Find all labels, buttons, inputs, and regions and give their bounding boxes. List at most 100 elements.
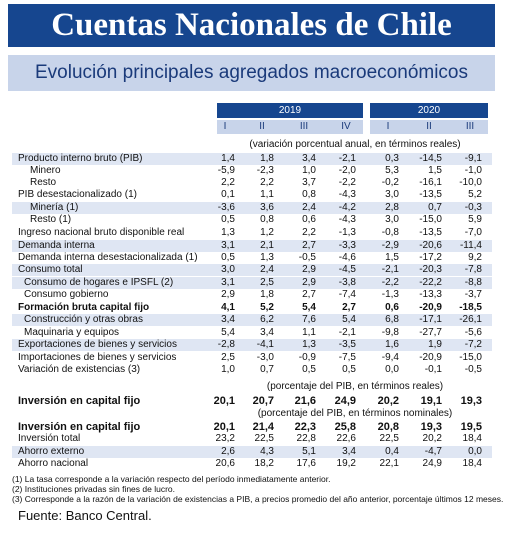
row-label: Ahorro nacional (18, 458, 89, 469)
row-label: Construcción y otras obras (24, 314, 143, 325)
table-cell: 3,1 (221, 277, 235, 288)
table-cell: -2,8 (217, 339, 235, 350)
table-row: Variación de existencias (3) 1,0 0,7 0,5 0,5… (12, 364, 492, 376)
table-cell: 0,5 (221, 214, 235, 225)
table-cell: 19,2 (336, 458, 356, 469)
table-cell: 5,4 (302, 302, 316, 313)
table-cell: 2,7 (342, 302, 356, 313)
table-cell: -9,4 (381, 352, 399, 363)
table-cell: 1,1 (302, 327, 316, 338)
table-cell: 0,8 (260, 214, 274, 225)
table-cell: -1,3 (338, 227, 356, 238)
table-cell: 0,1 (221, 189, 235, 200)
row-label: Demanda interna desestacionalizada (1) (18, 252, 198, 263)
table-cell: -2,2 (381, 277, 399, 288)
table-cell: 5,4 (342, 314, 356, 325)
table-cell: -4,1 (256, 339, 274, 350)
table-row: Exportaciones de bienes y servicios -2,8 -… (12, 339, 492, 351)
table-cell: 20,7 (252, 395, 274, 407)
table-cell: -3,7 (464, 289, 482, 300)
table-cell: -17,2 (419, 252, 442, 263)
table-row: Minería (1) -3,6 3,6 2,4 -4,2 2,8 0,7 -0,3 (12, 202, 492, 214)
table-cell: 3,7 (302, 177, 316, 188)
table-cell: -2,3 (256, 165, 274, 176)
table-row: Construcción y otras obras 3,4 6,2 7,6 5,4 6,… (12, 314, 492, 326)
table-cell: 24,9 (334, 395, 356, 407)
table-cell: -18,5 (459, 302, 482, 313)
page-subtitle: Evolución principales agregados macroeco… (8, 55, 495, 91)
table-cell: 3,6 (260, 202, 274, 213)
table-cell: 22,5 (254, 433, 274, 444)
table-cell: -5,6 (464, 327, 482, 338)
table-cell: 22,6 (336, 433, 356, 444)
table-cell: -11,4 (459, 240, 482, 251)
table-row: Consumo de hogares e IPSFL (2) 3,1 2,5 2,9 -… (12, 277, 492, 289)
table-cell: 0,8 (302, 189, 316, 200)
table-cell: -3,5 (338, 339, 356, 350)
table-cell: 20,1 (213, 421, 235, 433)
table-row: PIB desestacionalizado (1) 0,1 1,1 0,8 -4,3 3… (12, 189, 492, 201)
section-note: (variación porcentual anual, en términos… (249, 139, 461, 150)
year-header-2020: 2020 (370, 103, 488, 118)
table-cell: 0,5 (302, 364, 316, 375)
table-row: Ingreso nacional bruto disponible real 1,… (12, 227, 492, 239)
row-label: Formación bruta capital fijo (18, 302, 150, 313)
table-cell: -1,0 (464, 165, 482, 176)
table-cell: 1,9 (428, 339, 442, 350)
row-label: PIB desestacionalizado (1) (18, 189, 137, 200)
table-cell: -8,8 (464, 277, 482, 288)
page-title: Cuentas Nacionales de Chile (8, 4, 495, 47)
table-cell: 19,3 (460, 395, 482, 407)
table-cell: 3,0 (385, 189, 399, 200)
table-cell: -20,9 (419, 302, 442, 313)
table-row: Ahorro externo 2,6 4,3 5,1 3,4 0,4 -4,7 0,0 (12, 446, 492, 458)
table-cell: -9,8 (381, 327, 399, 338)
quarter-header-2020 (370, 120, 488, 134)
table-cell: 3,4 (302, 153, 316, 164)
table-cell: 20,1 (213, 395, 235, 407)
table-row: Consumo gobierno 2,9 1,8 2,7 -7,4 -1,3 -13,3 -3… (12, 289, 492, 301)
quarter-label: III (465, 121, 475, 132)
table-cell: 24,9 (422, 458, 442, 469)
table-cell: -4,7 (424, 446, 442, 457)
table-cell: -4,3 (338, 214, 356, 225)
footnotes: (1) La tasa corresponde a la variación r… (12, 474, 503, 504)
table-cell: 17,6 (296, 458, 316, 469)
table-cell: -0,9 (298, 352, 316, 363)
row-label: Resto (1) (30, 214, 72, 225)
table-cell: -3,6 (217, 202, 235, 213)
table-cell: 1,3 (221, 227, 235, 238)
row-label: Consumo total (18, 264, 83, 275)
table-cell: 0,7 (260, 364, 274, 375)
table-cell: -0,3 (464, 202, 482, 213)
row-label: Inversión en capital fijo (18, 395, 141, 407)
table-cell: 0,5 (221, 252, 235, 263)
table-cell: -16,1 (419, 177, 442, 188)
table-cell: 5,9 (468, 214, 482, 225)
table-cell: 21,4 (252, 421, 274, 433)
table-cell: 3,0 (385, 214, 399, 225)
table-cell: 20,2 (422, 433, 442, 444)
table-cell: 1,8 (260, 289, 274, 300)
table-cell: 1,5 (385, 252, 399, 263)
table-cell: 18,4 (462, 433, 482, 444)
section-note: (porcentaje del PIB, en términos nominal… (257, 408, 453, 419)
table-row: Inversión en capital fijo 20,1 21,4 22,3 25,… (12, 421, 492, 433)
table-cell: -2,9 (381, 240, 399, 251)
table-cell: 6,8 (385, 314, 399, 325)
table-row: Demanda interna 3,1 2,1 2,7 -3,3 -2,9 -20,6 -11… (12, 240, 492, 252)
table-cell: 20,8 (377, 421, 399, 433)
table-cell: 22,3 (294, 421, 316, 433)
table-cell: 18,2 (254, 458, 274, 469)
table-cell: -4,3 (338, 189, 356, 200)
table-cell: 19,5 (460, 421, 482, 433)
table-cell: -2,2 (338, 177, 356, 188)
table-row: Producto interno bruto (PIB) 1,4 1,8 3,4 -2,… (12, 153, 492, 165)
table-cell: 4,3 (260, 446, 274, 457)
table-cell: 25,8 (334, 421, 356, 433)
table-row: Resto 2,2 2,2 3,7 -2,2 -0,2 -16,1 -10,0 (12, 177, 492, 189)
table-cell: 5,2 (260, 302, 274, 313)
table-row: Maquinaria y equipos 5,4 3,4 1,1 -2,1 -9,8 -27… (12, 327, 492, 339)
table-cell: 2,9 (302, 264, 316, 275)
table-cell: -4,2 (338, 202, 356, 213)
